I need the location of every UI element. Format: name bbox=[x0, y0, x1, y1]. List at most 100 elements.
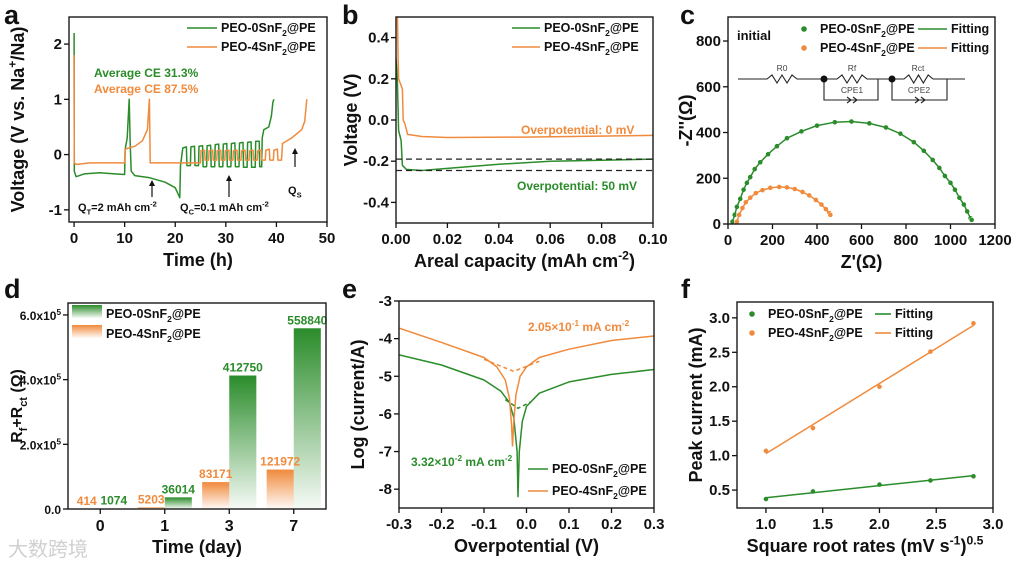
text-segment: Q bbox=[288, 185, 297, 197]
x-tick-label: 50 bbox=[319, 230, 336, 247]
text-segment: 1 bbox=[54, 91, 62, 108]
y-tick-label: 2.5 bbox=[709, 344, 730, 361]
y-tick-label: 1.5 bbox=[709, 413, 730, 430]
panel-letter: e bbox=[342, 274, 357, 304]
text-segment: PEO-0SnF bbox=[106, 307, 167, 321]
text-segment: PEO-4SnF bbox=[768, 326, 829, 340]
x-axis-title: Square root rates (mV s-1)0.5 bbox=[747, 533, 984, 556]
y-axis-title: Rf+Rct (Ω) bbox=[9, 369, 30, 443]
annotation-text: QS bbox=[288, 185, 302, 199]
y-tick-label: 200 bbox=[696, 170, 721, 187]
text-segment: PEO-0SnF bbox=[820, 22, 881, 36]
subscript-text: 2 bbox=[282, 47, 287, 57]
text-segment: 121972 bbox=[260, 455, 300, 469]
x-axis-title: Areal capacity (mAh cm-2) bbox=[414, 248, 635, 271]
series-line-0 bbox=[399, 354, 654, 498]
panel-a: a 0 10 20 30 40 50 -1 0 1 2 Time (h) Voltage (V vs. … bbox=[4, 0, 335, 270]
bar-value-label: 558840 bbox=[287, 313, 327, 327]
annotation-text: Overpotential: 50 mV bbox=[517, 179, 637, 193]
supscript-text: -2 bbox=[262, 199, 269, 208]
annotation-text: QC=0.1 mAh cm-2 bbox=[180, 199, 269, 216]
subscript-text: f bbox=[18, 427, 30, 431]
text-segment: 83171 bbox=[199, 467, 233, 481]
supscript-text: -2 bbox=[622, 319, 630, 328]
text-segment: 600 bbox=[849, 232, 874, 249]
legend-bar-swatch bbox=[72, 305, 102, 318]
subscript-text: 2 bbox=[605, 28, 610, 38]
text-segment: Fitting bbox=[951, 22, 989, 36]
y-tick-label: -1 bbox=[49, 202, 62, 219]
text-segment: 600 bbox=[696, 79, 721, 96]
text-segment: 1074 bbox=[100, 494, 127, 508]
text-segment: 2 bbox=[54, 36, 62, 53]
plot-area bbox=[399, 327, 654, 498]
fit-line-3 bbox=[765, 324, 974, 455]
text-segment: b bbox=[342, 0, 359, 30]
y-tick-label: 0 bbox=[54, 147, 62, 164]
text-segment: -0.3 bbox=[386, 516, 412, 533]
y-tick-label: 2.0 bbox=[709, 379, 730, 396]
text-segment: 400 bbox=[804, 232, 829, 249]
text-segment: 0.3 bbox=[644, 516, 665, 533]
text-segment: 0.5 bbox=[709, 482, 730, 499]
subscript-text: 2 bbox=[881, 48, 886, 58]
supscript-text: 5 bbox=[56, 308, 61, 317]
text-segment: PEO-4SnF bbox=[552, 484, 613, 498]
x-tick-label: 10 bbox=[116, 230, 133, 247]
text-segment: 0.02 bbox=[433, 231, 462, 248]
legend-label: PEO-4SnF2@PE bbox=[221, 40, 316, 57]
text-segment: 0.2 bbox=[368, 71, 389, 88]
subscript-text: 2 bbox=[282, 28, 287, 38]
y-tick-label: 0.4 bbox=[368, 30, 390, 47]
plot-area bbox=[396, 17, 653, 172]
x-tick-label: 0.08 bbox=[587, 231, 616, 248]
text-segment: Average CE 87.5% bbox=[94, 82, 199, 96]
legend-marker-swatch bbox=[801, 45, 807, 51]
x-tick-label: 0 bbox=[96, 518, 105, 535]
panel-letter: d bbox=[4, 274, 21, 304]
subscript-text: ct bbox=[18, 397, 30, 407]
text-segment: 0 bbox=[54, 147, 62, 164]
text-segment: 2.5 bbox=[709, 344, 730, 361]
text-segment: 200 bbox=[696, 170, 721, 187]
legend-label: PEO-0SnF2@PE bbox=[820, 22, 915, 39]
annotation-text: Average CE 87.5% bbox=[94, 82, 199, 96]
y-tick-label: 0.5 bbox=[709, 482, 730, 499]
text-segment: 0.04 bbox=[484, 231, 514, 248]
y-tick-label: 1 bbox=[54, 91, 62, 108]
bar-value-label: 1074 bbox=[100, 494, 127, 508]
x-tick-label: 3.0 bbox=[983, 516, 1004, 533]
circuit-label: Rf bbox=[848, 63, 857, 73]
text-segment: PEO-0SnF bbox=[221, 21, 282, 35]
plot-area bbox=[729, 118, 975, 224]
data-point bbox=[810, 425, 816, 431]
text-segment: 7 bbox=[289, 518, 298, 535]
text-segment: 10 bbox=[116, 230, 133, 247]
text-segment: Average CE 31.3% bbox=[94, 66, 199, 80]
y-tick-label: -3 bbox=[379, 293, 392, 310]
plot-area bbox=[73, 328, 321, 509]
y-tick-label: 800 bbox=[696, 33, 721, 50]
text-segment: PEO-4SnF bbox=[820, 41, 881, 55]
text-segment: Areal capacity (mAh cm bbox=[414, 251, 618, 271]
x-tick-label: 1 bbox=[160, 518, 169, 535]
panel-letter: b bbox=[342, 0, 359, 30]
text-segment: @PE bbox=[287, 21, 316, 35]
panel-c: c 0 200 400 600 800 1000 1200 0 200 400 600 800 Z'(Ω)… bbox=[676, 0, 1012, 272]
x-axis-title: Time (day) bbox=[152, 537, 242, 557]
text-segment: Overpotential (V) bbox=[454, 536, 599, 556]
x-tick-label: 800 bbox=[893, 232, 918, 249]
legend-label: Fitting bbox=[895, 307, 933, 321]
x-tick-label: 0.3 bbox=[644, 516, 665, 533]
tangent-line-3 bbox=[483, 358, 540, 373]
fit-line-1 bbox=[731, 120, 973, 222]
annotation-text: QT=2 mAh cm-2 bbox=[78, 199, 157, 216]
supscript-text: -1 bbox=[950, 533, 961, 547]
x-tick-label: 600 bbox=[849, 232, 874, 249]
text-segment: Rct bbox=[912, 63, 925, 73]
text-segment: 0.2 bbox=[601, 516, 622, 533]
supscript-text: 5 bbox=[56, 437, 61, 446]
